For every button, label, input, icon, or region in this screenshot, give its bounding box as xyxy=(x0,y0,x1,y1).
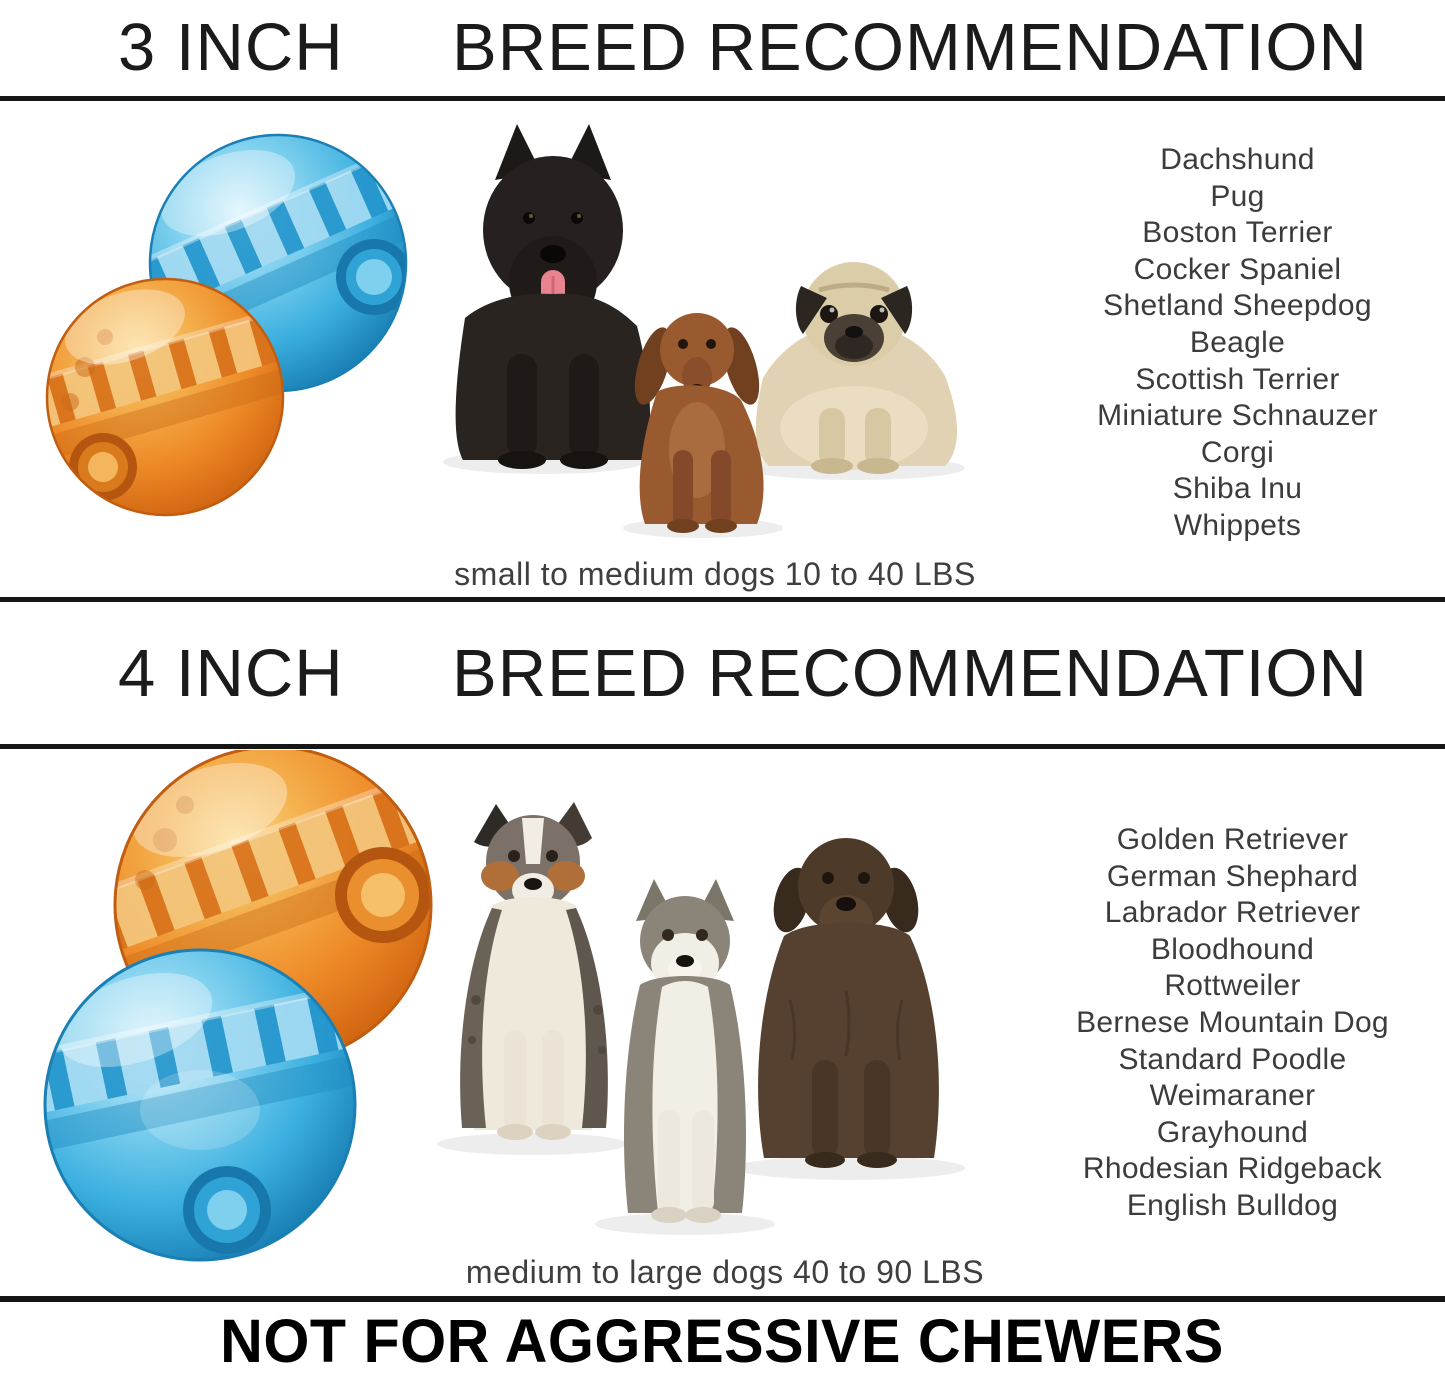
breed-item: Corgi xyxy=(1200,435,1275,469)
section-3inch-header: 3 INCH BREED RECOMMENDATION xyxy=(0,4,1445,92)
dachshund-illustration xyxy=(634,313,764,533)
breed-item: Scottish Terrier xyxy=(1135,362,1340,396)
section-title-4inch: BREED RECOMMENDATION xyxy=(452,636,1368,711)
size-label-3inch: 3 INCH xyxy=(118,10,344,85)
breed-item: Whippets xyxy=(1173,508,1302,542)
breed-item: Bloodhound xyxy=(1150,932,1315,966)
breed-item: English Bulldog xyxy=(1126,1188,1339,1222)
pug-illustration xyxy=(755,262,957,474)
siberian-husky-illustration xyxy=(624,879,746,1223)
breed-item: Rottweiler xyxy=(1164,969,1301,1003)
scottish-terrier-illustration xyxy=(455,124,651,469)
caption-3inch: small to medium dogs 10 to 40 LBS xyxy=(454,556,976,592)
section-4inch-header: 4 INCH BREED RECOMMENDATION xyxy=(0,630,1445,718)
breed-item: Dachshund xyxy=(1160,143,1315,176)
breed-item: Grayhound xyxy=(1156,1115,1309,1149)
breed-item: Weimaraner xyxy=(1149,1079,1316,1113)
breed-item: German Shephard xyxy=(1106,859,1359,893)
warning-banner: NOT FOR AGGRESSIVE CHEWERS xyxy=(0,1303,1445,1380)
breed-item: Shiba Inu xyxy=(1172,472,1303,506)
size-label-4inch: 4 INCH xyxy=(118,636,344,711)
small-dogs-photo xyxy=(443,124,965,538)
blue-treat-ball-large xyxy=(43,948,357,1262)
caption-4inch: medium to large dogs 40 to 90 LBS xyxy=(465,1254,985,1290)
breed-item: Boston Terrier xyxy=(1142,216,1333,250)
divider-rule-4 xyxy=(0,1296,1445,1302)
section-title-3inch: BREED RECOMMENDATION xyxy=(452,10,1368,85)
divider-rule-3 xyxy=(0,744,1445,749)
orange-treat-ball xyxy=(45,277,285,517)
breed-item: Standard Poodle xyxy=(1118,1042,1347,1076)
treat-balls-photo-4inch xyxy=(43,750,433,1262)
divider-rule-2 xyxy=(0,597,1445,602)
breed-item: Bernese Mountain Dog xyxy=(1076,1005,1389,1039)
breed-item: Miniature Schnauzer xyxy=(1097,399,1378,433)
warning-text: NOT FOR AGGRESSIVE CHEWERS xyxy=(220,1307,1225,1376)
breed-item: Cocker Spaniel xyxy=(1133,252,1342,286)
wirehaired-griffon-illustration xyxy=(758,838,939,1168)
breed-item: Shetland Sheepdog xyxy=(1103,289,1372,323)
australian-shepherd-illustration xyxy=(460,802,608,1140)
breed-list-4inch: Golden Retriever German Shephard Labrador … xyxy=(1020,822,1445,1225)
large-dogs-photo xyxy=(437,802,965,1235)
divider-rule-1 xyxy=(0,96,1445,101)
breed-item: Pug xyxy=(1210,179,1265,213)
breed-item: Beagle xyxy=(1189,325,1286,359)
breed-item: Rhodesian Ridgeback xyxy=(1082,1152,1383,1186)
treat-balls-photo-3inch xyxy=(45,133,408,517)
breed-list-3inch: Dachshund Pug Boston Terrier Cocker Spaniel… xyxy=(1030,142,1445,545)
breed-item: Labrador Retriever xyxy=(1104,896,1361,930)
breed-item: Golden Retriever xyxy=(1116,823,1349,856)
